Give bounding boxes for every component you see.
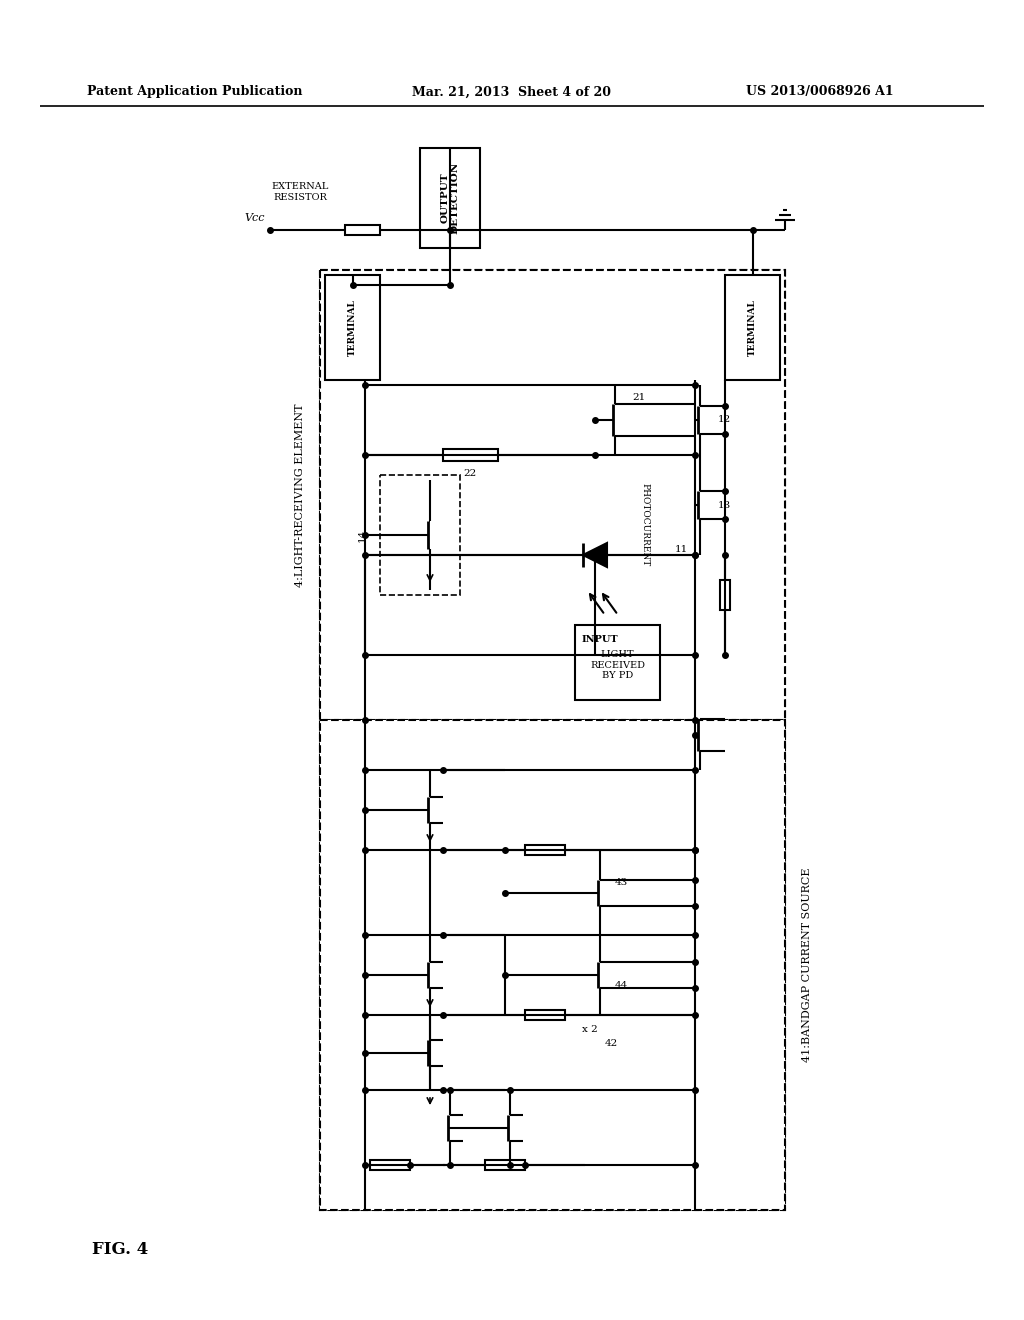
Text: LIGHT
RECEIVED
BY PD: LIGHT RECEIVED BY PD	[590, 651, 645, 680]
Text: 12: 12	[718, 416, 731, 425]
Text: EXTERNAL
RESISTOR: EXTERNAL RESISTOR	[271, 182, 329, 202]
Text: 43: 43	[614, 878, 628, 887]
Text: 22: 22	[464, 469, 476, 478]
Text: INPUT: INPUT	[582, 635, 618, 644]
Text: Patent Application Publication: Patent Application Publication	[87, 86, 303, 99]
Bar	[319, 271, 785, 1210]
Text: Mar. 21, 2013  Sheet 4 of 20: Mar. 21, 2013 Sheet 4 of 20	[413, 86, 611, 99]
Bar	[325, 275, 380, 380]
Text: 21: 21	[633, 392, 645, 401]
Text: 13: 13	[718, 500, 731, 510]
Text: TERMINAL: TERMINAL	[748, 300, 757, 356]
Text: US 2013/0068926 A1: US 2013/0068926 A1	[746, 86, 894, 99]
Bar	[575, 624, 660, 700]
Bar	[525, 1010, 565, 1020]
Polygon shape	[583, 543, 607, 568]
Bar	[319, 719, 785, 1210]
Bar	[485, 1160, 525, 1170]
Bar	[345, 224, 380, 235]
Bar	[525, 845, 565, 855]
Text: 4:LIGHT-RECEIVING ELEMENT: 4:LIGHT-RECEIVING ELEMENT	[295, 403, 305, 587]
Text: PHOTOCURRENT: PHOTOCURRENT	[640, 483, 649, 566]
Bar	[380, 475, 460, 595]
Text: 14: 14	[357, 528, 367, 541]
Bar	[420, 148, 480, 248]
Text: FIG. 4: FIG. 4	[92, 1242, 148, 1258]
Bar	[319, 271, 785, 719]
Text: 42: 42	[605, 1039, 618, 1048]
Text: Vcc: Vcc	[245, 213, 265, 223]
Text: 44: 44	[614, 981, 628, 990]
Bar	[720, 579, 730, 610]
Text: x 2: x 2	[582, 1026, 598, 1035]
Text: 11: 11	[675, 545, 688, 554]
Bar	[370, 1160, 410, 1170]
Text: 41:BANDGAP CURRENT SOURCE: 41:BANDGAP CURRENT SOURCE	[802, 867, 812, 1063]
Text: OUTPUT
DETECTION: OUTPUT DETECTION	[440, 162, 460, 234]
Text: TERMINAL: TERMINAL	[348, 300, 357, 356]
Bar	[442, 449, 498, 461]
Bar	[725, 275, 780, 380]
